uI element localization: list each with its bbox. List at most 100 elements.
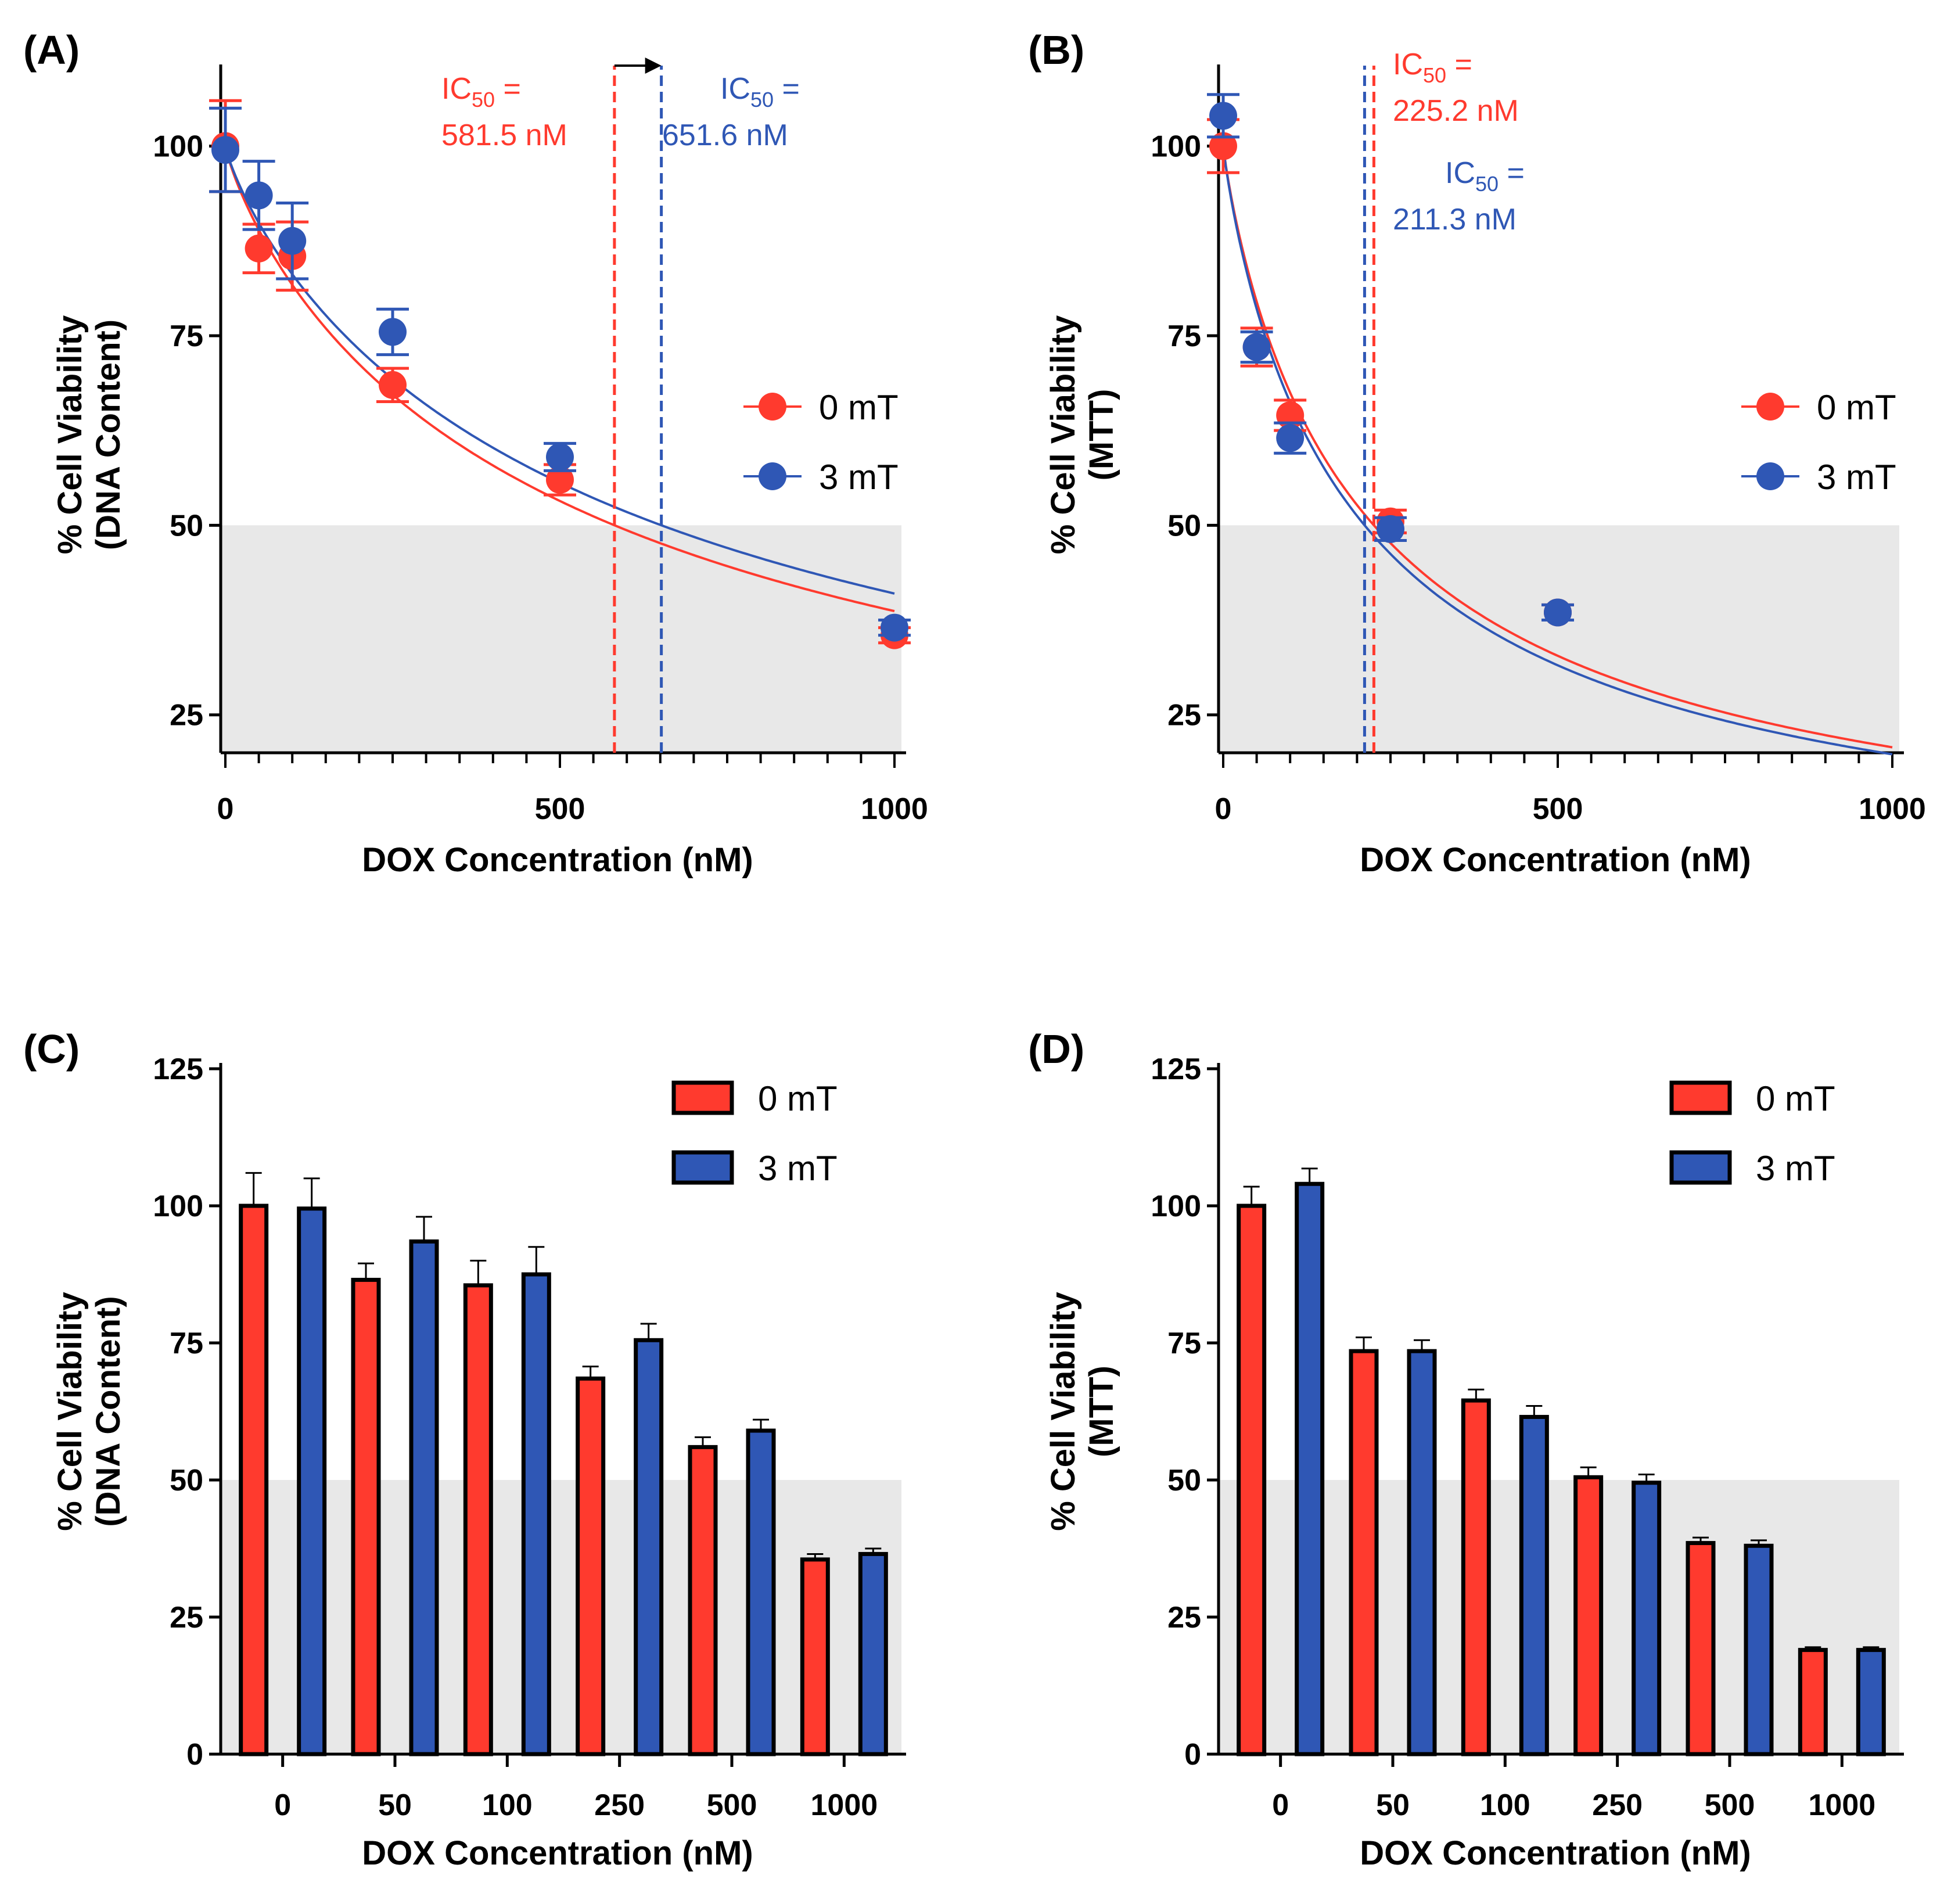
panel-a: (A) 25 50 75 100 % Cell Viability (DNA Content… <box>23 27 928 879</box>
data-point-3mt <box>1377 515 1404 543</box>
legend-marker <box>759 393 786 421</box>
ic50-subscript: 50 <box>1475 172 1499 196</box>
ic50-subscript: 50 <box>472 88 495 112</box>
data-point-3mt <box>546 443 574 471</box>
x-tick-label: 50 <box>378 1788 412 1822</box>
legend-marker <box>1756 393 1784 421</box>
legend-label: 0 mT <box>1756 1079 1835 1118</box>
legend-label: 3 mT <box>758 1149 838 1188</box>
y-axis-title-line: (DNA Content) <box>89 319 127 550</box>
x-tick-label: 500 <box>707 1788 757 1822</box>
legend-item-3mt: 3 mT <box>1669 1149 1835 1188</box>
panel-label: (C) <box>23 1026 80 1072</box>
bar-3mt <box>858 1551 888 1756</box>
y-tick-label: 0 <box>1184 1738 1201 1772</box>
y-tick-label: 25 <box>1167 699 1201 732</box>
legend-item-0mt: 0 mT <box>743 388 899 427</box>
ic50-subscript: 50 <box>750 88 774 112</box>
data-point-3mt <box>278 227 307 255</box>
y-axis-title: % Cell Viability (DNA Content) <box>51 315 127 555</box>
ic50-equals: = <box>495 72 521 106</box>
x-tick-label: 1000 <box>861 792 928 826</box>
x-tick-label: 1000 <box>810 1788 878 1822</box>
bar-0mt <box>800 1557 830 1756</box>
ic50-label: IC50 = <box>441 72 521 112</box>
shaded-region <box>1219 525 1899 753</box>
y-axis-title-line: (MTT) <box>1083 1366 1120 1457</box>
bar-0mt <box>1349 1349 1379 1756</box>
data-point-0mt <box>546 466 574 494</box>
panel-label: (B) <box>1028 27 1084 73</box>
ic50-label-text: IC <box>441 72 472 106</box>
y-axis-title-line: % Cell Viability <box>1044 1292 1082 1531</box>
legend-item-3mt: 3 mT <box>1741 458 1896 497</box>
legend-swatch <box>671 1150 734 1185</box>
legend-item-0mt: 0 mT <box>1741 388 1896 427</box>
legend-item-3mt: 3 mT <box>671 1149 838 1188</box>
data-point-3mt <box>1209 102 1237 130</box>
panel-c: (C) 0 25 50 75 100 125 % Cell Viability (DNA Con… <box>23 1026 906 1872</box>
bar-3mt <box>1632 1481 1662 1756</box>
data-point-3mt <box>211 136 239 164</box>
panel-label: (A) <box>23 27 80 73</box>
ic50-label: IC50 = <box>1445 156 1525 196</box>
legend-marker <box>1756 462 1784 490</box>
ic50-value: 211.3 nM <box>1393 203 1517 236</box>
panel-b: (B) 25 50 75 100 % Cell Viability (MTT) 0 500 100… <box>1028 27 1926 879</box>
y-tick-label: 50 <box>1167 1464 1201 1497</box>
legend-label: 0 mT <box>819 388 899 427</box>
y-tick-label: 25 <box>170 699 203 732</box>
y-tick-label: 25 <box>170 1601 203 1634</box>
y-tick-label: 0 <box>186 1738 203 1772</box>
x-axis-title: DOX Concentration (nM) <box>362 841 753 879</box>
data-point-3mt <box>1242 333 1271 361</box>
ic50-equals: = <box>1446 48 1472 81</box>
y-tick-label: 125 <box>1151 1052 1201 1086</box>
ic50-value: 225.2 nM <box>1393 94 1519 128</box>
y-axis-title: % Cell Viability (DNA Content) <box>51 1292 127 1531</box>
y-tick-label: 125 <box>153 1052 203 1086</box>
y-tick-label: 100 <box>1151 130 1201 164</box>
x-tick-label: 500 <box>535 792 585 826</box>
bar-3mt <box>746 1428 776 1756</box>
x-tick-label: 0 <box>1272 1788 1289 1822</box>
data-point-0mt <box>1209 132 1237 160</box>
y-axis-title-line: % Cell Viability <box>51 315 89 555</box>
x-tick-label: 500 <box>1533 792 1583 826</box>
ic50-label-text: IC <box>1445 156 1475 190</box>
bar-0mt <box>1237 1204 1267 1756</box>
legend-item-0mt: 0 mT <box>671 1079 838 1118</box>
ic50-equals: = <box>1499 156 1525 190</box>
legend-swatch <box>1669 1150 1732 1185</box>
data-point-3mt <box>1544 598 1572 627</box>
y-tick-label: 75 <box>1167 319 1201 353</box>
bar-0mt <box>688 1445 718 1756</box>
legend-label: 3 mT <box>1817 458 1896 497</box>
bar-0mt <box>576 1376 606 1756</box>
data-point-3mt <box>1276 424 1305 452</box>
shift-arrow-head <box>645 58 662 74</box>
y-axis-title-line: % Cell Viability <box>1044 315 1082 555</box>
ic50-equals: = <box>774 72 800 106</box>
panel-d: (D) 0 25 50 75 100 125 % Cell Viability (MTT) 0 50… <box>1028 1026 1904 1872</box>
ic50-label: IC50 = <box>1393 48 1472 87</box>
y-tick-label: 100 <box>153 130 203 164</box>
x-tick-label: 100 <box>482 1788 533 1822</box>
x-tick-label: 0 <box>1215 792 1232 826</box>
bar-0mt <box>1461 1398 1491 1756</box>
legend-label: 3 mT <box>819 458 899 497</box>
y-axis-title: % Cell Viability (MTT) <box>1044 1292 1120 1531</box>
bar-0mt <box>1686 1541 1716 1756</box>
bar-3mt <box>1856 1648 1886 1756</box>
y-tick-label: 75 <box>1167 1327 1201 1360</box>
y-axis-title-line: (DNA Content) <box>89 1296 127 1526</box>
legend-swatch <box>671 1080 734 1115</box>
x-tick-label: 250 <box>1592 1788 1643 1822</box>
bar-3mt <box>1744 1543 1774 1756</box>
x-tick-label: 1000 <box>1808 1788 1875 1822</box>
shaded-region <box>221 1480 901 1754</box>
x-tick-label: 500 <box>1705 1788 1755 1822</box>
data-point-3mt <box>245 181 273 210</box>
x-tick-label: 250 <box>594 1788 645 1822</box>
y-tick-label: 25 <box>1167 1601 1201 1634</box>
